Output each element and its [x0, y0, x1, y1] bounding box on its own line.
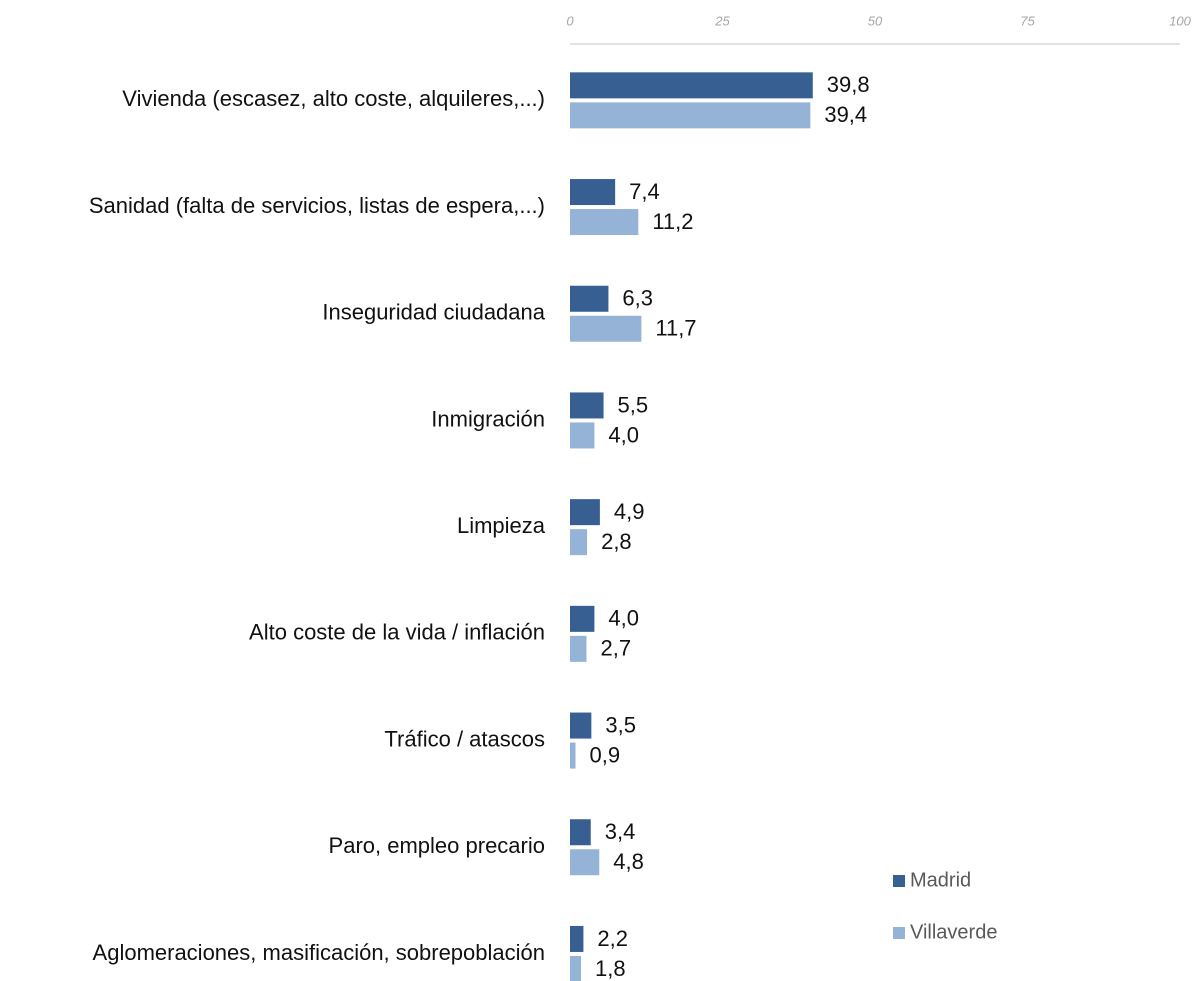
legend-label: Villaverde — [910, 921, 997, 943]
value-label: 3,4 — [605, 819, 636, 844]
value-label: 7,4 — [629, 179, 660, 204]
category-label: Alto coste de la vida / inflación — [249, 620, 545, 645]
value-label: 2,8 — [601, 529, 632, 554]
value-label: 39,4 — [824, 102, 867, 127]
value-label: 4,0 — [608, 606, 639, 631]
bar — [570, 499, 600, 526]
value-label: 4,0 — [608, 422, 639, 447]
bar — [570, 315, 642, 342]
value-label: 0,9 — [589, 742, 620, 767]
bar — [570, 819, 591, 846]
category-label: Inmigración — [431, 406, 545, 431]
value-label: 11,2 — [652, 209, 693, 234]
bar — [570, 712, 592, 739]
bar — [570, 422, 595, 449]
bar — [570, 285, 609, 312]
category-label: Tráfico / atascos — [384, 726, 545, 751]
value-label: 2,7 — [600, 636, 631, 661]
category-label: Sanidad (falta de servicios, listas de e… — [89, 193, 545, 218]
category-label: Aglomeraciones, masificación, sobrepobla… — [93, 940, 545, 965]
bar — [570, 392, 604, 419]
value-label: 4,8 — [613, 849, 644, 874]
category-label: Limpieza — [457, 513, 546, 538]
bar — [570, 209, 639, 236]
bar — [570, 635, 587, 662]
value-label: 3,5 — [605, 712, 636, 737]
value-label: 4,9 — [614, 499, 645, 524]
value-label: 6,3 — [622, 286, 653, 311]
legend-label: Madrid — [910, 869, 971, 891]
bar — [570, 72, 813, 99]
legend-swatch — [893, 927, 905, 939]
category-label: Vivienda (escasez, alto coste, alquilere… — [122, 86, 545, 111]
category-label: Paro, empleo precario — [329, 833, 545, 858]
bar — [570, 179, 616, 206]
bar — [570, 529, 588, 556]
value-label: 11,7 — [655, 316, 696, 341]
value-label: 5,5 — [618, 392, 649, 417]
x-tick-label: 75 — [1020, 13, 1035, 28]
x-tick-label: 100 — [1169, 13, 1191, 28]
bar — [570, 925, 584, 952]
x-tick-label: 0 — [566, 13, 574, 28]
bar — [570, 742, 576, 769]
bar — [570, 955, 581, 981]
bar — [570, 605, 595, 632]
value-label: 2,2 — [597, 926, 628, 951]
legend-swatch — [893, 875, 905, 887]
bar — [570, 102, 811, 129]
value-label: 1,8 — [595, 956, 626, 981]
category-label: Inseguridad ciudadana — [322, 300, 545, 325]
x-tick-label: 50 — [868, 13, 883, 28]
x-tick-label: 25 — [714, 13, 730, 28]
bar — [570, 849, 600, 876]
value-label: 39,8 — [827, 72, 870, 97]
